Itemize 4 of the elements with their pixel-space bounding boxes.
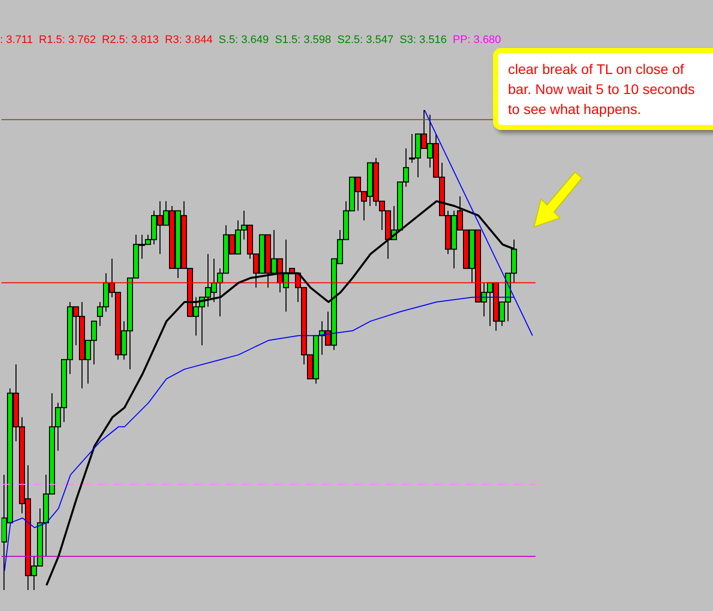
text: : 3.711 R1.5: 3.762 R2.5: 3.813 R3: 3.844 — [0, 34, 213, 46]
annotation: clear break of TL on close of bar. Now wait 5 to 10 seconds to see what happens. — [493, 48, 713, 130]
text: S.5: 3.649 S1.5: 3.598 S2.5: 3.547 S3: 3.516 — [218, 34, 447, 46]
text: PP: 3.680 — [452, 34, 502, 46]
